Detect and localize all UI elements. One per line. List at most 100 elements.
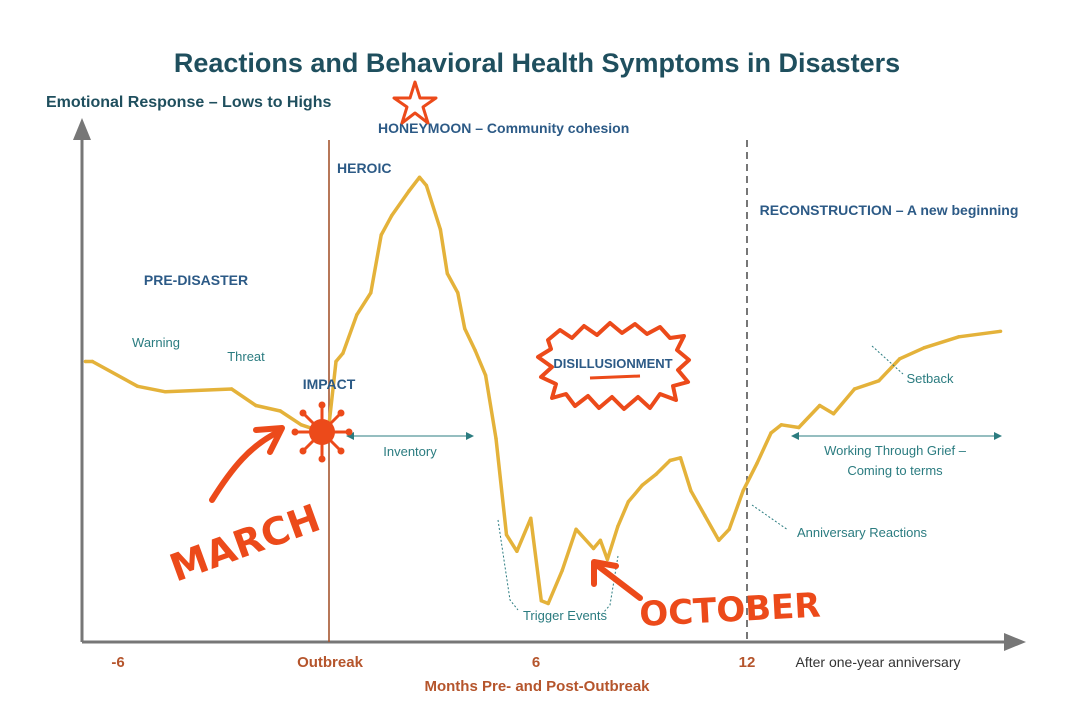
data-point xyxy=(689,489,693,493)
inventory-arrowhead-left xyxy=(346,432,354,440)
label-threat: Threat xyxy=(227,349,265,364)
y-axis-label: Emotional Response – Lows to Highs xyxy=(46,94,331,111)
data-point xyxy=(769,431,773,435)
label-inventory: Inventory xyxy=(383,444,437,459)
trigger-leader-right xyxy=(602,555,619,614)
x-axis-label: Months Pre- and Post-Outbreak xyxy=(424,678,650,695)
label-grief-line1: Working Through Grief – xyxy=(824,443,967,458)
label-honeymoon: HONEYMOON – Community cohesion xyxy=(378,120,629,136)
data-point xyxy=(456,291,460,295)
series-points xyxy=(83,175,1003,606)
handwritten-october: OCTOBER xyxy=(638,586,821,635)
virus-spikes xyxy=(294,404,350,460)
data-point xyxy=(852,387,857,391)
data-point xyxy=(678,456,683,460)
data-point xyxy=(341,351,345,355)
data-point xyxy=(703,513,707,518)
data-point xyxy=(278,409,282,413)
handwritten-march: MARCH xyxy=(164,496,326,591)
data-point xyxy=(616,524,620,529)
data-point xyxy=(574,527,578,531)
data-point xyxy=(90,359,95,364)
star-icon xyxy=(392,80,438,125)
data-point xyxy=(424,183,429,188)
disillusionment-underline xyxy=(589,374,641,380)
virus-spike-tips xyxy=(291,401,353,463)
data-point xyxy=(626,500,630,504)
data-point xyxy=(83,359,88,364)
october-arrow xyxy=(591,559,643,601)
label-disillusionment: DISILLUSIONMENT xyxy=(553,356,672,371)
data-point xyxy=(640,483,644,487)
y-axis-arrowhead xyxy=(73,118,91,140)
october-arrowhead xyxy=(591,559,619,587)
data-point xyxy=(654,472,658,476)
march-arrow xyxy=(209,425,285,503)
x-tick-label: Outbreak xyxy=(297,654,364,671)
data-point xyxy=(515,549,519,553)
x-tick-label: 12 xyxy=(739,654,756,671)
honeymoon-star xyxy=(392,80,438,125)
data-point xyxy=(504,533,509,537)
axes xyxy=(73,118,1026,651)
data-point xyxy=(369,291,373,295)
grief-arrowhead-right xyxy=(994,432,1002,440)
data-point xyxy=(717,538,721,542)
label-impact: IMPACT xyxy=(303,376,356,392)
label-heroic: HEROIC xyxy=(337,160,391,176)
anniversary-leader xyxy=(751,504,789,531)
inventory-span xyxy=(346,432,474,440)
data-point xyxy=(741,489,745,493)
data-point xyxy=(229,387,234,391)
data-point xyxy=(727,527,731,531)
data-point xyxy=(605,557,610,562)
data-point xyxy=(379,233,383,237)
label-warning: Warning xyxy=(132,335,180,350)
trigger-leader-left xyxy=(497,519,519,611)
march-arrowhead xyxy=(253,425,285,455)
october-arrow-shaft xyxy=(595,563,643,601)
data-point xyxy=(797,425,801,430)
data-point xyxy=(957,335,961,339)
virus-icon xyxy=(291,401,353,463)
data-point xyxy=(560,568,564,573)
data-point xyxy=(463,326,467,331)
data-point xyxy=(299,423,303,427)
data-point xyxy=(355,313,359,317)
data-point xyxy=(755,461,759,465)
grief-span xyxy=(791,432,1002,440)
data-point xyxy=(483,373,488,377)
x-tick-label: After one-year anniversary xyxy=(796,654,961,670)
label-reconstruction: RECONSTRUCTION – A new beginning xyxy=(760,202,1019,218)
data-point xyxy=(598,538,603,542)
data-point xyxy=(529,516,533,520)
data-point xyxy=(591,546,596,551)
label-pre-disaster: PRE-DISASTER xyxy=(144,272,248,288)
data-point xyxy=(163,390,168,394)
data-point xyxy=(334,359,338,364)
x-tick-label: 6 xyxy=(532,654,540,671)
label-setback: Setback xyxy=(907,371,954,386)
data-point xyxy=(818,403,822,408)
data-point xyxy=(831,412,836,416)
march-arrow-shaft xyxy=(209,429,281,503)
label-anniversary-reactions: Anniversary Reactions xyxy=(797,525,928,540)
label-grief-line2: Coming to terms xyxy=(847,463,943,478)
label-trigger-events: Trigger Events xyxy=(523,608,608,623)
data-point xyxy=(135,384,140,388)
data-point xyxy=(922,346,926,350)
x-axis-arrowhead xyxy=(1004,633,1026,651)
data-point xyxy=(417,175,422,179)
grief-arrowhead-left xyxy=(791,432,799,440)
data-point xyxy=(877,379,881,383)
data-point xyxy=(546,601,550,606)
data-point xyxy=(407,189,411,193)
x-tick-label: -6 xyxy=(111,654,124,671)
data-point xyxy=(438,227,443,232)
data-point xyxy=(473,348,477,353)
chart-title: Reactions and Behavioral Health Symptoms… xyxy=(174,48,900,78)
data-point xyxy=(494,436,498,441)
data-point xyxy=(779,423,784,427)
